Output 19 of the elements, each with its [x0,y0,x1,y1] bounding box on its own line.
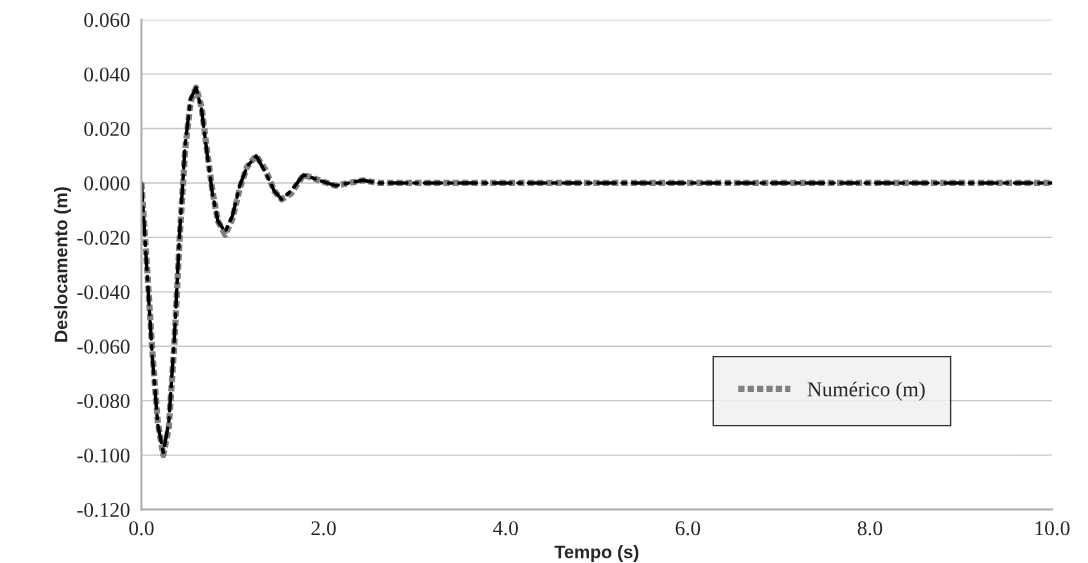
y-axis-title: Deslocamento (m) [54,187,71,342]
y-tick-label: -0.020 [77,230,130,245]
y-tick-label: 0.060 [84,13,130,28]
x-tick-label: 6.0 [675,521,701,536]
y-tick-label: -0.060 [77,339,130,354]
y-tick-label: 0.040 [84,67,130,82]
y-tick-label: -0.040 [77,285,130,300]
y-tick-label: -0.120 [77,502,130,518]
y-tick-label: -0.080 [77,394,130,409]
x-tick-label: 0.0 [129,521,154,536]
y-tick-label: -0.100 [77,448,130,463]
x-tick-label: 4.0 [493,521,518,536]
y-tick-label: 0.000 [84,176,130,191]
legend-label: Numérico (m) [807,381,925,401]
y-tick-label: 0.020 [84,121,130,137]
x-tick-label: 10.0 [1035,521,1070,536]
x-axis-title: Tempo (s) [554,545,639,562]
x-tick-label: 2.0 [311,521,336,536]
x-tick-label: 8.0 [857,521,883,536]
